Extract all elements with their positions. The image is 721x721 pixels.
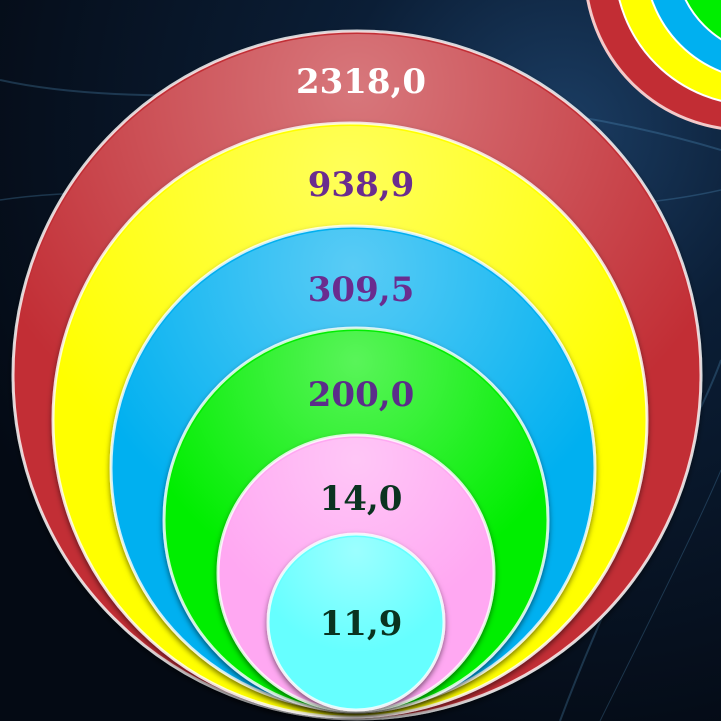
label-group: 2318,0 938,9 309,5 200,0 14,0 11,9 — [296, 62, 426, 644]
bubble-11-gloss — [271, 537, 441, 707]
bubble-2318-label: 2318,0 — [296, 62, 426, 102]
bubble-11-label: 11,9 — [320, 604, 403, 644]
bubble-14-label: 14,0 — [320, 479, 403, 519]
corner-ring-green — [684, 0, 721, 41]
bubble-group — [11, 29, 703, 721]
bubble-938-label: 938,9 — [308, 165, 414, 205]
bubble-309-label: 309,5 — [308, 270, 414, 310]
bubble-200-label: 200,0 — [308, 375, 414, 415]
corner-rings — [586, 0, 721, 130]
